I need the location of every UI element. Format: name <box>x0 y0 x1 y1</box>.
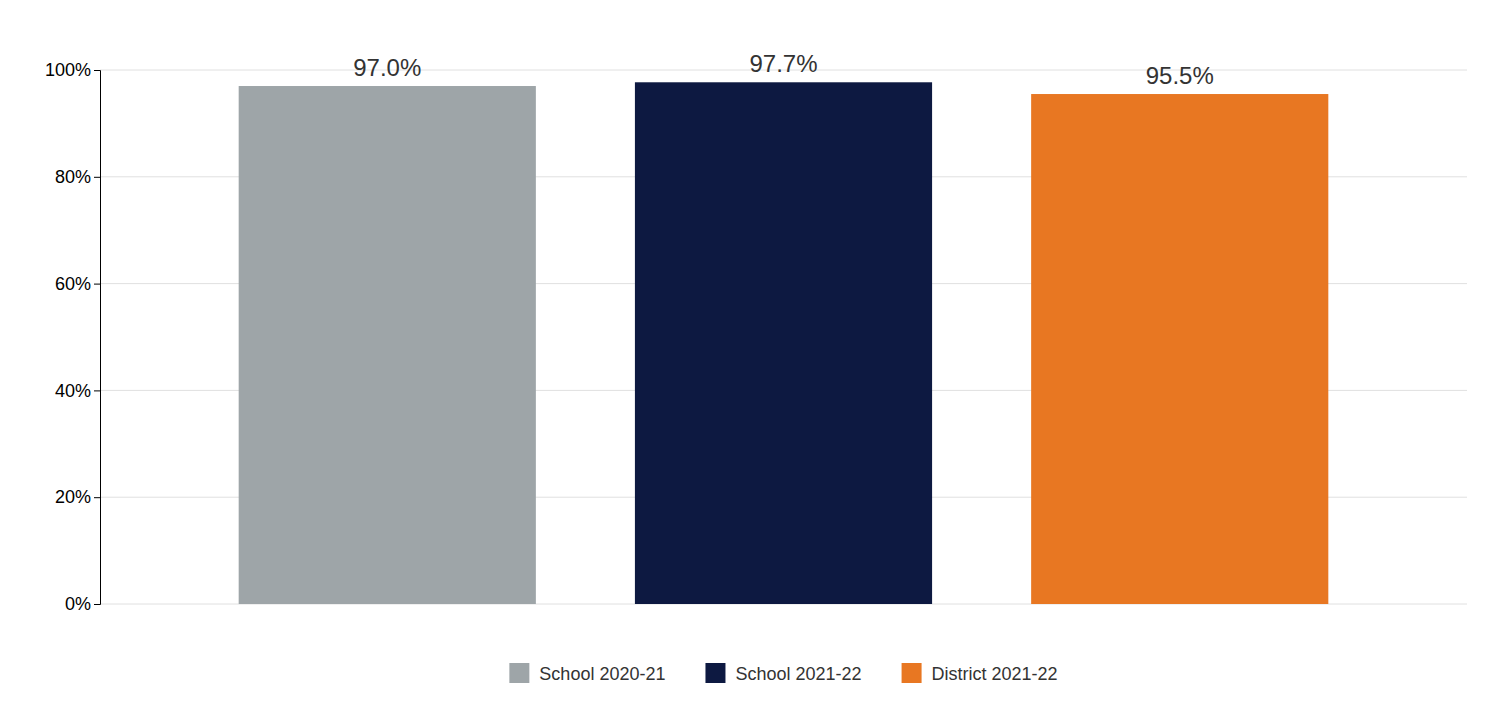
y-tick: 20% <box>55 487 100 507</box>
y-axis-line <box>94 71 101 605</box>
legend-item: School 2021-22 <box>705 663 861 684</box>
data-label: 97.0% <box>353 54 421 81</box>
y-tick: 40% <box>55 381 100 401</box>
bars <box>239 82 1329 604</box>
y-tick: 0% <box>65 594 100 614</box>
y-tick-mark <box>94 604 100 605</box>
y-tick-mark <box>94 497 100 498</box>
legend-item: School 2020-21 <box>509 663 665 684</box>
legend-swatch <box>509 663 529 683</box>
bar <box>239 86 536 604</box>
data-labels: 97.0% 97.7% 95.5% <box>353 50 1214 89</box>
grid <box>100 70 1467 604</box>
y-tick-mark <box>94 70 100 71</box>
bar <box>1031 94 1328 604</box>
y-tick-mark <box>94 284 100 285</box>
legend-swatch <box>705 663 725 683</box>
y-tick-label: 100% <box>45 60 91 80</box>
legend-label: School 2020-21 <box>539 664 665 684</box>
y-tick: 80% <box>55 167 100 187</box>
y-tick: 60% <box>55 274 100 294</box>
y-axis: 0% 20% 40% 60% 80% 100% <box>45 60 101 614</box>
data-label: 95.5% <box>1146 62 1214 89</box>
legend-item: District 2021-22 <box>902 663 1058 684</box>
y-tick-label: 60% <box>55 274 91 294</box>
y-tick-label: 20% <box>55 487 91 507</box>
y-tick-mark <box>94 177 100 178</box>
y-tick: 100% <box>45 60 100 80</box>
legend-swatch <box>902 663 922 683</box>
y-tick-mark <box>94 390 100 391</box>
bar <box>635 82 932 604</box>
plot: 0% 20% 40% 60% 80% 100% 97.0% 97.7% 95.5% <box>45 50 1467 614</box>
legend: School 2020-21 School 2021-22 District 202… <box>509 663 1057 684</box>
y-tick-label: 40% <box>55 381 91 401</box>
chart: 0% 20% 40% 60% 80% 100% 97.0% 97.7% 95.5% School … <box>0 0 1507 724</box>
legend-label: District 2021-22 <box>932 664 1058 684</box>
data-label: 97.7% <box>749 50 817 77</box>
y-tick-label: 0% <box>65 594 91 614</box>
y-tick-label: 80% <box>55 167 91 187</box>
legend-label: School 2021-22 <box>735 664 861 684</box>
